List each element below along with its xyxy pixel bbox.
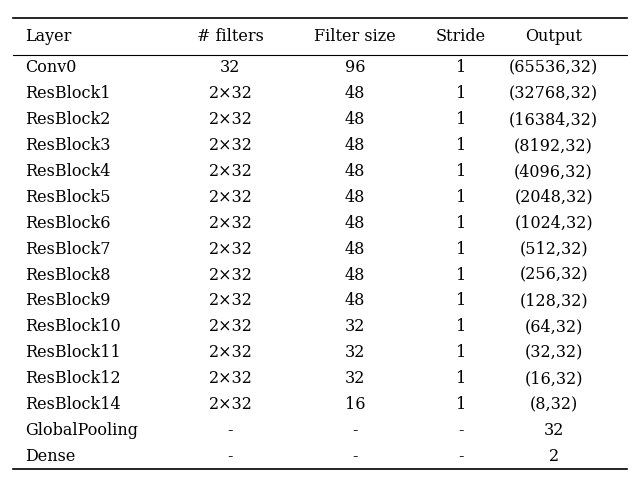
Text: -: -	[458, 422, 463, 439]
Text: ResBlock2: ResBlock2	[26, 111, 111, 128]
Text: 16: 16	[345, 396, 365, 413]
Text: Layer: Layer	[26, 28, 72, 45]
Text: 2×32: 2×32	[209, 241, 252, 258]
Text: 1: 1	[456, 163, 466, 180]
Text: 48: 48	[345, 215, 365, 232]
Text: 32: 32	[220, 59, 241, 76]
Text: 48: 48	[345, 111, 365, 128]
Text: Conv0: Conv0	[26, 59, 77, 76]
Text: 32: 32	[345, 318, 365, 336]
Text: GlobalPooling: GlobalPooling	[26, 422, 139, 439]
Text: 2×32: 2×32	[209, 137, 252, 154]
Text: ResBlock4: ResBlock4	[26, 163, 111, 180]
Text: (32768,32): (32768,32)	[509, 85, 598, 102]
Text: 1: 1	[456, 241, 466, 258]
Text: (1024,32): (1024,32)	[515, 215, 593, 232]
Text: 48: 48	[345, 163, 365, 180]
Text: (16,32): (16,32)	[524, 370, 583, 387]
Text: 2×32: 2×32	[209, 293, 252, 309]
Text: 1: 1	[456, 370, 466, 387]
Text: 1: 1	[456, 396, 466, 413]
Text: (65536,32): (65536,32)	[509, 59, 598, 76]
Text: 2×32: 2×32	[209, 318, 252, 336]
Text: -: -	[353, 422, 358, 439]
Text: ResBlock6: ResBlock6	[26, 215, 111, 232]
Text: ResBlock1: ResBlock1	[26, 85, 111, 102]
Text: 48: 48	[345, 137, 365, 154]
Text: 1: 1	[456, 59, 466, 76]
Text: (64,32): (64,32)	[524, 318, 583, 336]
Text: ResBlock11: ResBlock11	[26, 344, 122, 361]
Text: 1: 1	[456, 318, 466, 336]
Text: Stride: Stride	[436, 28, 486, 45]
Text: (8,32): (8,32)	[529, 396, 578, 413]
Text: 48: 48	[345, 85, 365, 102]
Text: -: -	[458, 448, 463, 465]
Text: 32: 32	[345, 370, 365, 387]
Text: 48: 48	[345, 241, 365, 258]
Text: (16384,32): (16384,32)	[509, 111, 598, 128]
Text: Output: Output	[525, 28, 582, 45]
Text: # filters: # filters	[197, 28, 264, 45]
Text: 2×32: 2×32	[209, 189, 252, 206]
Text: -: -	[353, 448, 358, 465]
Text: 32: 32	[345, 344, 365, 361]
Text: ResBlock8: ResBlock8	[26, 266, 111, 283]
Text: 2×32: 2×32	[209, 370, 252, 387]
Text: 2×32: 2×32	[209, 344, 252, 361]
Text: (128,32): (128,32)	[519, 293, 588, 309]
Text: (8192,32): (8192,32)	[514, 137, 593, 154]
Text: (256,32): (256,32)	[519, 266, 588, 283]
Text: 1: 1	[456, 215, 466, 232]
Text: 1: 1	[456, 111, 466, 128]
Text: 2×32: 2×32	[209, 215, 252, 232]
Text: 1: 1	[456, 189, 466, 206]
Text: 2×32: 2×32	[209, 163, 252, 180]
Text: 1: 1	[456, 85, 466, 102]
Text: 1: 1	[456, 344, 466, 361]
Text: 2×32: 2×32	[209, 266, 252, 283]
Text: 2×32: 2×32	[209, 396, 252, 413]
Text: (32,32): (32,32)	[524, 344, 583, 361]
Text: ResBlock14: ResBlock14	[26, 396, 121, 413]
Text: 2×32: 2×32	[209, 85, 252, 102]
Text: ResBlock9: ResBlock9	[26, 293, 111, 309]
Text: 1: 1	[456, 137, 466, 154]
Text: 96: 96	[345, 59, 365, 76]
Text: Dense: Dense	[26, 448, 76, 465]
Text: ResBlock10: ResBlock10	[26, 318, 121, 336]
Text: 2×32: 2×32	[209, 111, 252, 128]
Text: ResBlock5: ResBlock5	[26, 189, 111, 206]
Text: 48: 48	[345, 189, 365, 206]
Text: 48: 48	[345, 266, 365, 283]
Text: (2048,32): (2048,32)	[515, 189, 593, 206]
Text: (4096,32): (4096,32)	[514, 163, 593, 180]
Text: 32: 32	[543, 422, 564, 439]
Text: ResBlock12: ResBlock12	[26, 370, 121, 387]
Text: 1: 1	[456, 266, 466, 283]
Text: (512,32): (512,32)	[519, 241, 588, 258]
Text: 48: 48	[345, 293, 365, 309]
Text: ResBlock3: ResBlock3	[26, 137, 111, 154]
Text: 1: 1	[456, 293, 466, 309]
Text: -: -	[228, 422, 233, 439]
Text: 2: 2	[548, 448, 559, 465]
Text: -: -	[228, 448, 233, 465]
Text: ResBlock7: ResBlock7	[26, 241, 111, 258]
Text: Filter size: Filter size	[314, 28, 396, 45]
